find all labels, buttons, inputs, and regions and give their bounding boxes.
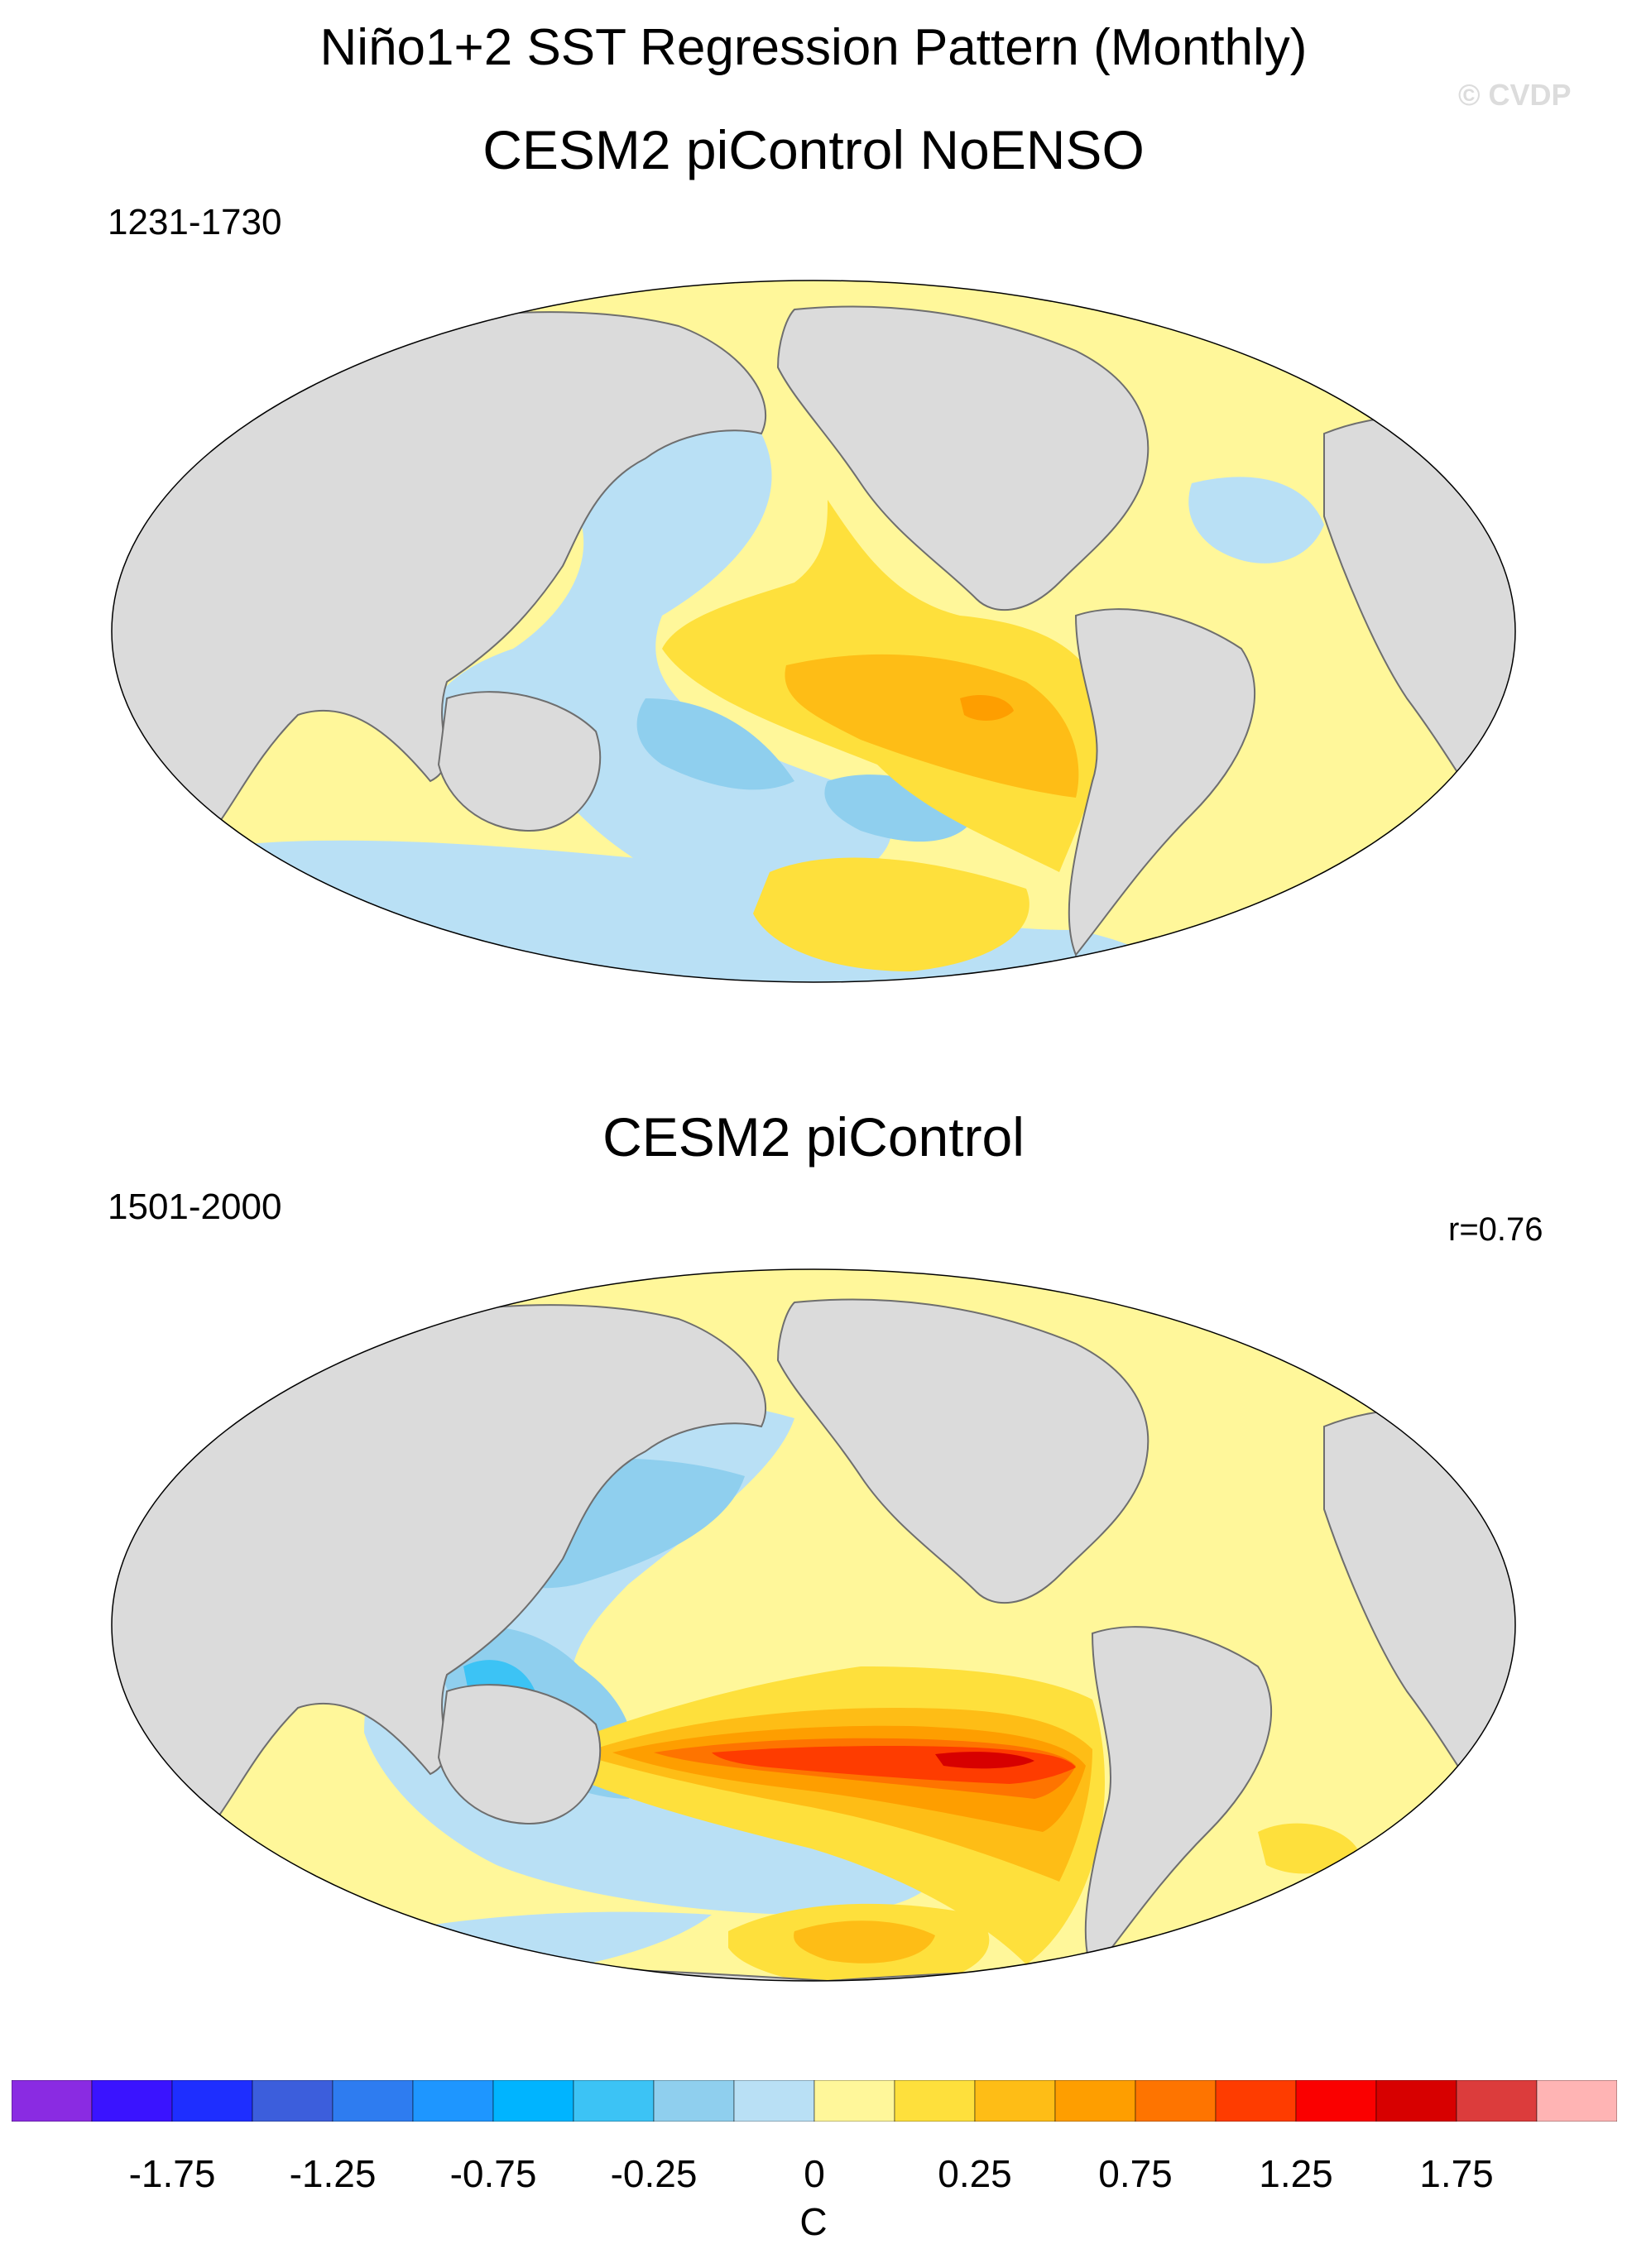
warm-anomaly-atlantic	[1258, 1823, 1357, 1874]
colorbar-box	[1375, 2080, 1457, 2122]
north-america	[776, 305, 1149, 611]
south-america	[1084, 1626, 1272, 1974]
colorbar-box	[1295, 2080, 1377, 2122]
colorbar-box	[332, 2080, 414, 2122]
warm-anomaly-south-pacific	[753, 857, 1029, 971]
colorbar-box	[171, 2080, 253, 2122]
cool-anomaly-north-atlantic	[1188, 477, 1324, 563]
australia	[437, 691, 602, 832]
colorbar-box	[974, 2080, 1056, 2122]
colorbar-box	[91, 2080, 173, 2122]
colorbar-box	[733, 2080, 815, 2122]
colorbar-tick-label: -1.25	[289, 2152, 377, 2195]
map-border	[111, 1268, 1516, 1982]
figure-title: Niño1+2 SST Regression Pattern (Monthly)	[319, 19, 1308, 76]
regression-map-picontrol	[111, 1268, 1516, 1982]
warm-anomaly-peak	[935, 1752, 1034, 1769]
warm-anomaly-core	[785, 654, 1079, 798]
map-border	[111, 280, 1516, 983]
colorbar-box	[252, 2080, 334, 2122]
colorbar-tick-label: 1.25	[1259, 2152, 1333, 2195]
colorbar-box	[573, 2080, 655, 2122]
australia	[437, 1684, 602, 1825]
colorbar	[12, 2080, 1617, 2122]
colorbar-box	[653, 2080, 735, 2122]
north-america	[776, 1298, 1149, 1604]
colorbar-box	[1135, 2080, 1217, 2122]
colorbar-tick-labels: -1.75 -1.25 -0.75 -0.25 0 0.25 0.75 1.25 1.75	[0, 2151, 1627, 2201]
pattern-correlation: r=0.76	[1448, 1211, 1543, 1248]
panel-title-noenso: CESM2 piControl NoENSO	[482, 119, 1145, 180]
colorbar-box	[1536, 2080, 1617, 2122]
colorbar-box	[814, 2080, 895, 2122]
panel-period-noenso: 1231-1730	[108, 202, 282, 242]
colorbar-box	[412, 2080, 494, 2122]
warm-anomaly-south-pacific-core	[794, 1920, 935, 1964]
colorbar-tick-label: 0	[804, 2152, 825, 2195]
colorbar-box	[1054, 2080, 1136, 2122]
colorbar-box	[1215, 2080, 1297, 2122]
cvdp-watermark: © CVDP	[1458, 78, 1572, 112]
panel-period-picontrol: 1501-2000	[108, 1187, 282, 1227]
colorbar-box	[894, 2080, 976, 2122]
south-america	[1068, 608, 1255, 957]
cool-anomaly-south-atlantic	[1175, 925, 1440, 982]
panel-title-picontrol: CESM2 piControl	[602, 1106, 1025, 1168]
cool-anomaly-south-pacific-core	[636, 698, 794, 790]
colorbar-units: C	[799, 2200, 828, 2243]
colorbar-tick-label: 0.75	[1098, 2152, 1173, 2195]
colorbar-tick-label: -1.75	[128, 2152, 216, 2195]
colorbar-tick-label: -0.25	[610, 2152, 698, 2195]
warm-anomaly-peak	[960, 694, 1014, 721]
regression-map-noenso	[111, 280, 1516, 983]
colorbar-box	[12, 2080, 93, 2122]
colorbar-box	[492, 2080, 574, 2122]
colorbar-tick-label: -0.75	[449, 2152, 537, 2195]
colorbar-tick-label: 0.25	[938, 2152, 1012, 2195]
colorbar-box	[1456, 2080, 1538, 2122]
colorbar-tick-label: 1.75	[1419, 2152, 1494, 2195]
